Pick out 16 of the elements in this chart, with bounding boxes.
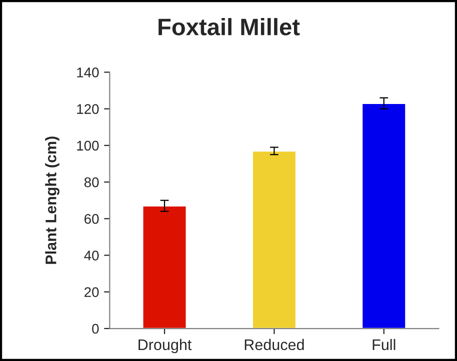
y-tick-label: 40	[84, 250, 99, 260]
bar	[361, 102, 407, 329]
y-tick-label: 140	[77, 68, 99, 78]
bar	[252, 150, 297, 329]
y-tick-label: 120	[77, 104, 99, 114]
y-tick-label: 80	[84, 177, 99, 188]
x-tick-label: Drought	[138, 338, 192, 354]
chart-title: Foxtail Millet	[158, 18, 300, 36]
y-tick-label: 100	[77, 140, 99, 151]
y-tick-label: 0	[92, 324, 99, 334]
y-tick-label: 60	[84, 214, 99, 224]
bar	[142, 205, 188, 329]
x-tick-label: Full	[372, 338, 396, 350]
x-tick-label: Reduced	[244, 338, 304, 350]
y-axis-title: Plant Lenght (cm)	[45, 136, 60, 264]
y-tick-label: 20	[84, 287, 99, 298]
